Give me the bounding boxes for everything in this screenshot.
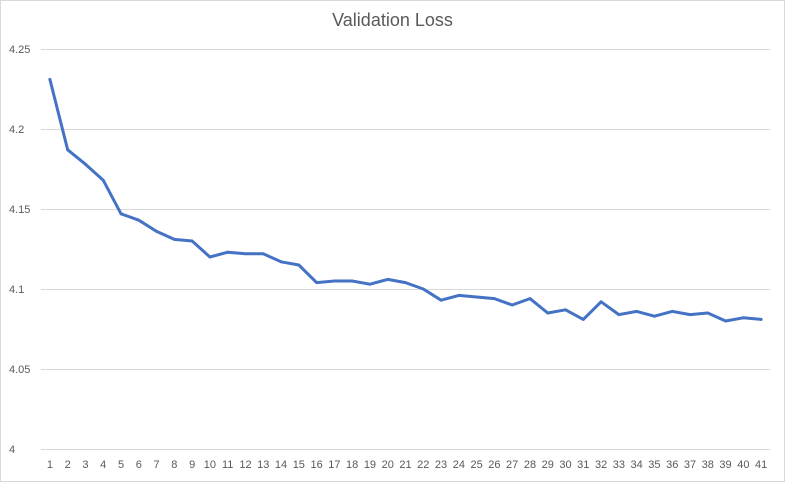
data-point	[155, 230, 158, 233]
x-tick-label: 28	[524, 459, 536, 471]
data-point	[564, 308, 567, 312]
x-tick-label: 36	[666, 459, 678, 471]
data-point	[617, 313, 621, 316]
x-tick-label: 17	[328, 459, 340, 471]
y-tick-label: 4.2	[9, 124, 24, 136]
x-tick-label: 24	[453, 459, 465, 471]
data-point	[172, 238, 176, 241]
x-tick-label: 27	[506, 459, 518, 471]
data-point	[350, 279, 354, 283]
data-point	[688, 313, 692, 316]
x-tick-label: 33	[613, 459, 625, 471]
data-point	[653, 314, 656, 318]
y-tick-label: 4.25	[9, 44, 30, 56]
data-point	[599, 300, 603, 304]
data-point	[297, 263, 301, 267]
data-point	[226, 250, 230, 254]
x-tick-label: 7	[154, 459, 160, 471]
data-point	[101, 178, 105, 182]
data-point	[315, 281, 318, 284]
x-tick-label: 35	[648, 459, 660, 471]
x-tick-label: 39	[719, 459, 731, 471]
x-tick-label: 5	[118, 459, 124, 471]
data-point	[706, 311, 710, 315]
x-tick-label: 4	[100, 459, 106, 471]
x-tick-label: 31	[577, 459, 589, 471]
data-point	[581, 318, 585, 321]
y-tick-label: 4.05	[9, 364, 30, 376]
data-point	[635, 310, 639, 313]
x-tick-label: 2	[65, 459, 71, 471]
data-point	[66, 148, 70, 152]
x-tick-label: 10	[204, 459, 216, 471]
chart-title: Validation Loss	[332, 10, 453, 30]
x-tick-label: 6	[136, 459, 142, 471]
data-point	[84, 162, 87, 166]
x-tick-label: 30	[559, 459, 571, 471]
data-point	[493, 297, 496, 300]
data-point	[475, 295, 479, 299]
x-tick-label: 34	[631, 459, 643, 471]
x-tick-label: 15	[293, 459, 305, 471]
x-tick-label: 18	[346, 459, 358, 471]
data-point	[404, 281, 407, 284]
y-axis-ticks: 4 4.05 4.1 4.15 4.2 4.25	[9, 44, 30, 456]
y-tick-label: 4.15	[9, 204, 30, 216]
data-point	[421, 287, 425, 291]
data-point	[368, 282, 372, 286]
data-point	[261, 252, 265, 256]
series-line	[48, 77, 763, 323]
x-axis-ticks: 1 2 3 4 5 6 7 8 9 10 11 12 13 14 15 16 17 18 19 20 21 22 23 24 2…	[47, 459, 767, 471]
data-point	[741, 316, 745, 320]
data-point	[546, 311, 550, 315]
x-tick-label: 16	[310, 459, 322, 471]
data-point	[528, 297, 532, 300]
x-tick-label: 13	[257, 459, 269, 471]
data-point	[119, 212, 123, 216]
x-tick-label: 19	[364, 459, 376, 471]
data-point	[244, 252, 247, 256]
data-point	[439, 298, 443, 302]
series-layer	[48, 77, 763, 323]
x-tick-label: 9	[189, 459, 195, 471]
x-tick-label: 41	[755, 459, 767, 471]
x-tick-label: 38	[702, 459, 714, 471]
x-tick-label: 8	[171, 459, 177, 471]
x-tick-label: 23	[435, 459, 447, 471]
data-point	[48, 78, 52, 81]
data-point	[457, 294, 461, 297]
x-tick-label: 32	[595, 459, 607, 471]
x-tick-label: 14	[275, 459, 287, 471]
data-point	[670, 310, 674, 313]
x-tick-label: 1	[47, 459, 53, 471]
x-tick-label: 37	[684, 459, 696, 471]
data-point	[190, 239, 194, 243]
x-tick-label: 25	[470, 459, 482, 471]
x-tick-label: 12	[239, 459, 251, 471]
data-point	[510, 303, 514, 307]
x-tick-label: 26	[488, 459, 500, 471]
x-tick-label: 11	[222, 459, 233, 471]
data-point	[332, 279, 336, 283]
data-point	[137, 218, 141, 222]
x-tick-label: 3	[82, 459, 88, 471]
x-tick-label: 40	[737, 459, 749, 471]
data-point	[759, 318, 763, 321]
x-tick-label: 29	[542, 459, 554, 471]
x-tick-label: 21	[399, 459, 411, 471]
data-point	[724, 319, 727, 323]
data-point	[208, 255, 212, 259]
y-tick-label: 4	[9, 444, 15, 456]
y-tick-label: 4.1	[9, 284, 24, 296]
gridlines	[41, 49, 770, 450]
x-tick-label: 22	[417, 459, 429, 471]
data-point	[386, 278, 390, 281]
data-point	[279, 260, 283, 264]
x-tick-label: 20	[382, 459, 394, 471]
